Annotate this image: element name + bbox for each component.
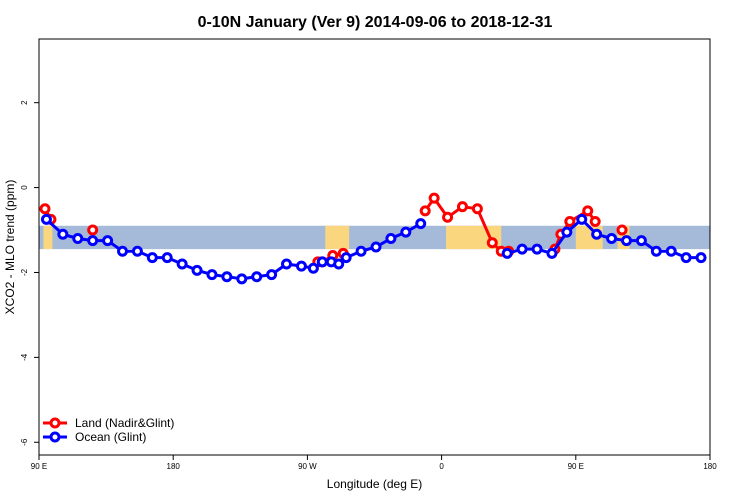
data-point — [456, 201, 468, 213]
legend-label-ocean: Ocean (Glint) — [75, 430, 146, 444]
data-point — [102, 235, 114, 247]
ocean-band — [39, 225, 710, 250]
data-point — [486, 237, 498, 249]
data-point — [650, 245, 662, 257]
data-point — [531, 243, 543, 255]
data-point — [695, 252, 707, 264]
data-point — [221, 271, 233, 283]
data-point — [635, 235, 647, 247]
series-layer — [39, 192, 707, 285]
x-tick-label: 90 E — [31, 462, 47, 471]
data-point — [131, 245, 143, 257]
land-patch — [325, 225, 350, 250]
y-tick-label: -2 — [20, 268, 29, 276]
data-point — [680, 252, 692, 264]
data-point — [428, 192, 440, 204]
x-tick-label: 90 E — [568, 462, 584, 471]
data-point — [419, 205, 431, 217]
x-tick-label: 0 — [439, 462, 444, 471]
y-tick-label: 0 — [20, 185, 29, 190]
data-point — [591, 228, 603, 240]
series-ocean — [40, 213, 707, 285]
axes: 90 E 180 90 W 0 90 E 180 -6 -4 -2 0 2 — [20, 100, 717, 471]
data-point — [316, 256, 328, 268]
data-point — [72, 233, 84, 245]
legend: Land (Nadir&Glint) Ocean (Glint) — [43, 416, 174, 444]
legend-marker-land — [49, 417, 61, 429]
data-point — [665, 245, 677, 257]
data-point — [340, 252, 352, 264]
legend-label-land: Land (Nadir&Glint) — [75, 416, 174, 430]
series-line — [45, 218, 422, 281]
land-patch — [43, 225, 53, 250]
legend-marker-ocean — [49, 431, 61, 443]
data-point — [266, 269, 278, 281]
data-point — [606, 233, 618, 245]
data-point — [281, 258, 293, 270]
data-point — [561, 226, 573, 238]
data-point — [295, 260, 307, 272]
data-point — [355, 245, 367, 257]
plot-frame — [38, 38, 711, 456]
x-axis-label: Longitude (deg E) — [327, 477, 422, 491]
data-point — [57, 228, 69, 240]
data-point — [442, 211, 454, 223]
y-tick-label: -4 — [20, 353, 29, 361]
chart-title: 0-10N January (Ver 9) 2014-09-06 to 2018… — [198, 14, 553, 31]
data-point — [236, 273, 248, 285]
x-tick-label: 180 — [703, 462, 717, 471]
data-point — [370, 241, 382, 253]
data-point — [564, 216, 576, 228]
data-point — [582, 205, 594, 217]
data-point — [385, 233, 397, 245]
data-point — [176, 258, 188, 270]
data-point — [576, 213, 588, 225]
data-point — [191, 264, 203, 276]
data-point — [400, 226, 412, 238]
data-point — [471, 203, 483, 215]
data-point — [620, 235, 632, 247]
data-point — [161, 252, 173, 264]
data-point — [589, 216, 601, 228]
data-point — [501, 247, 513, 259]
data-point — [307, 262, 319, 274]
x-tick-label: 180 — [167, 462, 181, 471]
data-point — [415, 218, 427, 230]
data-point — [146, 252, 158, 264]
data-point — [87, 224, 99, 236]
data-point — [516, 243, 528, 255]
data-point — [251, 271, 263, 283]
x-tick-label: 90 W — [298, 462, 317, 471]
data-point — [616, 224, 628, 236]
data-point — [546, 247, 558, 259]
data-point — [333, 258, 345, 270]
data-point — [39, 203, 51, 215]
data-point — [87, 235, 99, 247]
y-axis-label: XCO2 - MLO trend (ppm) — [3, 180, 17, 315]
y-tick-label: -6 — [20, 438, 29, 446]
data-point — [117, 245, 129, 257]
data-point — [40, 213, 52, 225]
data-point — [206, 269, 218, 281]
y-tick-label: 2 — [20, 100, 29, 105]
